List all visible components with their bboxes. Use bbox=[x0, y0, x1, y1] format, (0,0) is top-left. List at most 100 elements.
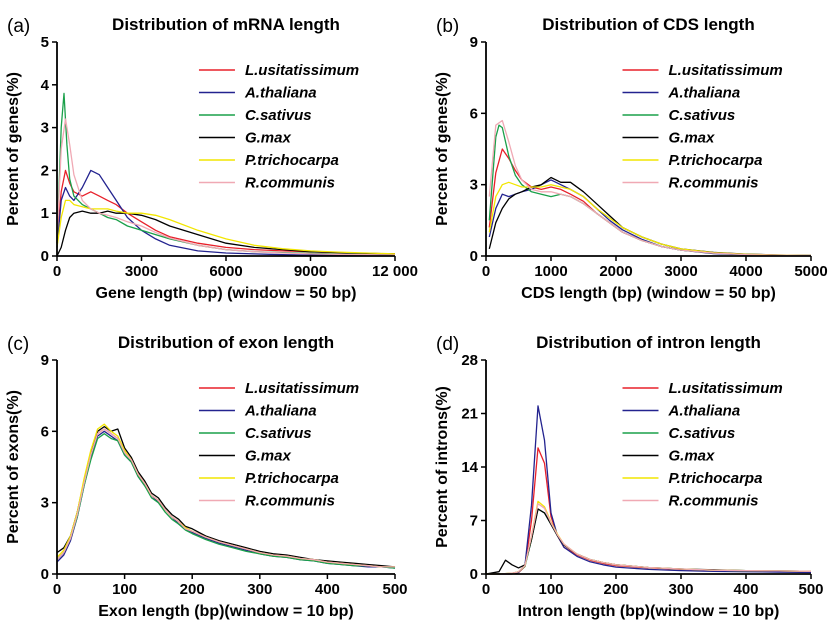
x-axis-label: Intron length (bp)(window = 10 bp) bbox=[518, 603, 780, 620]
series-line bbox=[486, 447, 812, 575]
y-tick-label: 2 bbox=[41, 162, 49, 179]
y-tick-label: 21 bbox=[461, 406, 478, 423]
y-tick-label: 3 bbox=[41, 495, 49, 512]
series-line bbox=[56, 428, 395, 568]
x-axis-label: CDS length (bp) (window = 50 bp) bbox=[521, 285, 776, 302]
y-tick-label: 7 bbox=[470, 513, 478, 530]
series-line bbox=[56, 210, 396, 257]
x-tick-label: 300 bbox=[668, 581, 693, 598]
y-tick-label: 0 bbox=[41, 566, 49, 583]
x-tick-label: 0 bbox=[482, 263, 490, 280]
legend-label: L.usitatissimum bbox=[669, 62, 783, 79]
x-tick-label: 4000 bbox=[729, 263, 762, 280]
legend-label: L.usitatissimum bbox=[245, 62, 359, 79]
chart-panel: 0 100 200 300 400 500 0 3 6 9 (c) Distribution of e… bbox=[5, 333, 408, 620]
series-line bbox=[56, 199, 396, 255]
legend: L.usitatissimum A.thaliana C.sativus G.max P… bbox=[622, 380, 783, 510]
y-axis-label: Percent of introns(%) bbox=[434, 386, 451, 548]
y-tick-label: 14 bbox=[461, 459, 478, 476]
legend-label: C.sativus bbox=[245, 107, 312, 124]
legend-label: P.trichocarpa bbox=[245, 152, 339, 169]
legend: L.usitatissimum A.thaliana C.sativus G.max P… bbox=[622, 62, 783, 192]
y-tick-label: 0 bbox=[41, 248, 49, 265]
panel-label: (d) bbox=[436, 334, 459, 355]
legend-label: R.communis bbox=[669, 175, 759, 192]
y-tick-label: 3 bbox=[470, 177, 478, 194]
legend-label: P.trichocarpa bbox=[669, 152, 763, 169]
x-tick-label: 100 bbox=[112, 581, 137, 598]
legend-label: L.usitatissimum bbox=[245, 380, 359, 397]
y-tick-label: 5 bbox=[41, 34, 49, 51]
x-tick-label: 500 bbox=[798, 581, 823, 598]
chart-panel: 0 1000 2000 3000 4000 5000 0 3 6 9 (b) Distribution… bbox=[434, 15, 828, 302]
y-tick-label: 28 bbox=[461, 352, 478, 369]
legend-label: C.sativus bbox=[669, 425, 736, 442]
x-tick-label: 12 000 bbox=[372, 263, 418, 280]
legend-label: R.communis bbox=[669, 493, 759, 510]
legend-label: P.trichocarpa bbox=[245, 470, 339, 487]
panel-label: (c) bbox=[7, 334, 29, 355]
legend-label: C.sativus bbox=[245, 425, 312, 442]
legend-label: L.usitatissimum bbox=[669, 380, 783, 397]
y-tick-label: 1 bbox=[41, 205, 49, 222]
x-tick-label: 0 bbox=[482, 581, 490, 598]
legend-label: C.sativus bbox=[669, 107, 736, 124]
chart-panel: 0 100 200 300 400 500 0 7 14 21 28(d) Distribution … bbox=[434, 333, 824, 620]
y-tick-label: 4 bbox=[41, 77, 50, 94]
series-line bbox=[56, 92, 396, 256]
y-tick-label: 0 bbox=[470, 566, 478, 583]
x-tick-label: 0 bbox=[53, 263, 61, 280]
x-tick-label: 200 bbox=[603, 581, 628, 598]
series-line bbox=[56, 118, 396, 256]
y-tick-label: 0 bbox=[470, 248, 478, 265]
legend-label: G.max bbox=[245, 448, 292, 465]
x-tick-label: 400 bbox=[315, 581, 340, 598]
x-tick-label: 200 bbox=[180, 581, 205, 598]
x-tick-label: 2000 bbox=[599, 263, 632, 280]
y-tick-label: 3 bbox=[41, 120, 49, 137]
y-axis-label: Percent of exons(%) bbox=[5, 390, 22, 544]
legend-label: P.trichocarpa bbox=[669, 470, 763, 487]
x-axis-label: Gene length (bp) (window = 50 bp) bbox=[96, 285, 357, 302]
x-tick-label: 100 bbox=[538, 581, 563, 598]
x-tick-label: 1000 bbox=[534, 263, 567, 280]
x-tick-label: 9000 bbox=[294, 263, 327, 280]
legend-label: R.communis bbox=[245, 175, 335, 192]
chart-panel: 0 3000 6000 9000 12 000 0 1 2 3 4 5 (a) Distribution… bbox=[5, 15, 418, 302]
chart-title: Distribution of intron length bbox=[536, 333, 761, 352]
chart-title: Distribution of mRNA length bbox=[112, 15, 340, 34]
series-line bbox=[56, 430, 396, 569]
legend-label: A.thaliana bbox=[244, 403, 317, 420]
y-axis-label: Percent of genes(%) bbox=[5, 72, 22, 226]
x-axis-label: Exon length (bp)(window = 10 bp) bbox=[98, 603, 354, 620]
x-tick-label: 300 bbox=[247, 581, 272, 598]
series-line bbox=[486, 503, 812, 575]
chart-title: Distribution of CDS length bbox=[542, 15, 754, 34]
series-line bbox=[488, 181, 812, 257]
chart-title: Distribution of exon length bbox=[118, 333, 334, 352]
series-line bbox=[488, 119, 812, 257]
legend: L.usitatissimum A.thaliana C.sativus G.max P… bbox=[198, 380, 359, 510]
x-tick-label: 5000 bbox=[794, 263, 827, 280]
y-axis-label: Percent of genes(%) bbox=[434, 72, 451, 226]
x-tick-label: 500 bbox=[382, 581, 407, 598]
x-tick-label: 3000 bbox=[125, 263, 158, 280]
y-tick-label: 6 bbox=[41, 423, 49, 440]
legend-label: A.thaliana bbox=[668, 85, 741, 102]
legend-label: G.max bbox=[669, 448, 716, 465]
y-tick-label: 9 bbox=[41, 352, 49, 369]
legend-label: G.max bbox=[669, 130, 716, 147]
x-tick-label: 3000 bbox=[664, 263, 697, 280]
y-tick-label: 9 bbox=[470, 34, 478, 51]
legend-label: A.thaliana bbox=[668, 403, 741, 420]
panel-label: (b) bbox=[436, 16, 459, 37]
y-tick-label: 6 bbox=[470, 105, 478, 122]
legend-label: A.thaliana bbox=[244, 85, 317, 102]
x-tick-label: 0 bbox=[53, 581, 61, 598]
legend-label: R.communis bbox=[245, 493, 335, 510]
legend-label: G.max bbox=[245, 130, 292, 147]
panel-label: (a) bbox=[7, 16, 30, 37]
legend: L.usitatissimum A.thaliana C.sativus G.max P… bbox=[198, 62, 359, 192]
x-tick-label: 400 bbox=[733, 581, 758, 598]
